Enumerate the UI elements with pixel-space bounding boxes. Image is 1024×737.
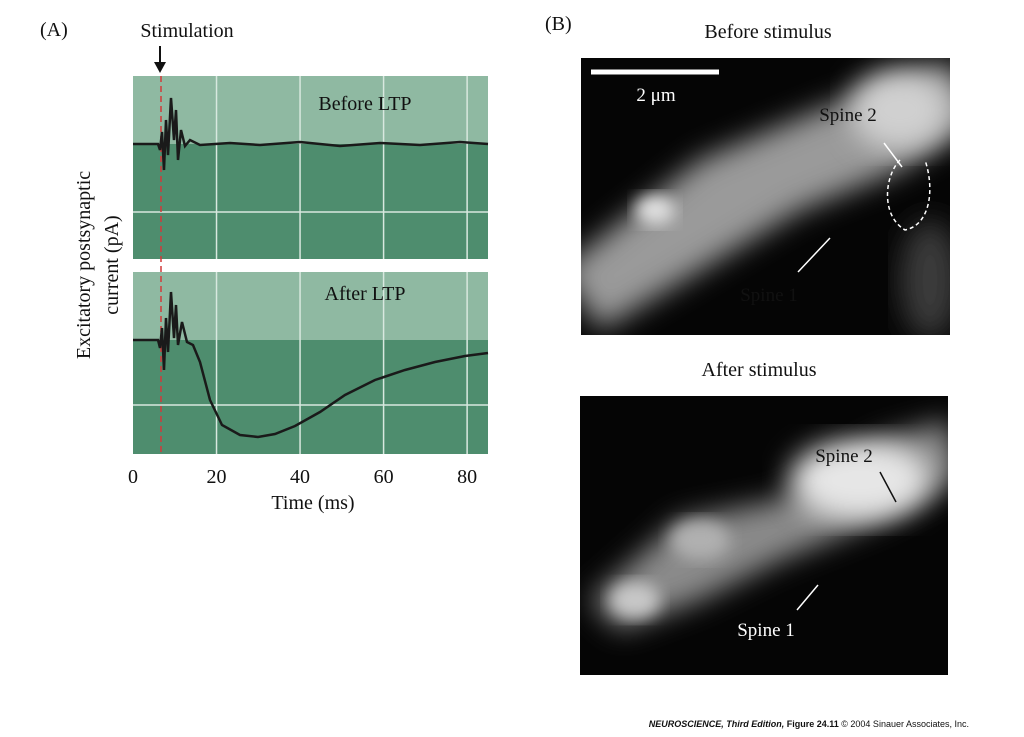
spine-label: Spine 1 — [737, 620, 795, 641]
trace-before — [133, 97, 489, 171]
footer-figure: Figure 24.11 — [787, 719, 839, 729]
x-tick-label: 40 — [290, 466, 310, 488]
micrograph — [580, 396, 948, 675]
scale-label: 2 μm — [636, 85, 675, 106]
image-title: Before stimulus — [704, 21, 831, 43]
spine-label: Spine 1 — [740, 285, 798, 306]
x-axis: 0 20 40 60 80 — [128, 466, 477, 488]
trace-after — [133, 291, 489, 439]
x-tick-label: 0 — [128, 466, 138, 488]
plot-bg-light — [133, 76, 488, 144]
micrograph — [581, 58, 950, 335]
stimulation-label: Stimulation — [140, 20, 233, 42]
x-tick-label: 60 — [374, 466, 394, 488]
x-tick-label: 80 — [457, 466, 477, 488]
panel-label: (B) — [545, 13, 572, 35]
x-axis-label: Time (ms) — [271, 492, 354, 514]
plot-bg-dark — [133, 144, 488, 259]
trace-label: Before LTP — [318, 93, 411, 115]
image-title: After stimulus — [702, 359, 817, 381]
arrow-head — [154, 62, 166, 73]
x-tick-label: 20 — [207, 466, 227, 488]
spine-label: Spine 2 — [815, 446, 873, 467]
panel-label: (A) — [40, 19, 68, 41]
plots — [133, 76, 488, 454]
y-axis-label: Excitatory postsynaptic — [73, 171, 95, 359]
plot-bg-dark — [133, 340, 488, 454]
footer: NEUROSCIENCE, Third Edition, Figure 24.1… — [649, 719, 969, 729]
trace-label: After LTP — [325, 283, 406, 305]
spine-label: Spine 2 — [819, 105, 877, 126]
plot-bg-light — [133, 272, 488, 340]
y-axis-label: current (pA) — [101, 215, 123, 314]
footer-book: NEUROSCIENCE, Third Edition, — [649, 719, 785, 729]
footer-copyright: © 2004 Sinauer Associates, Inc. — [841, 719, 969, 729]
